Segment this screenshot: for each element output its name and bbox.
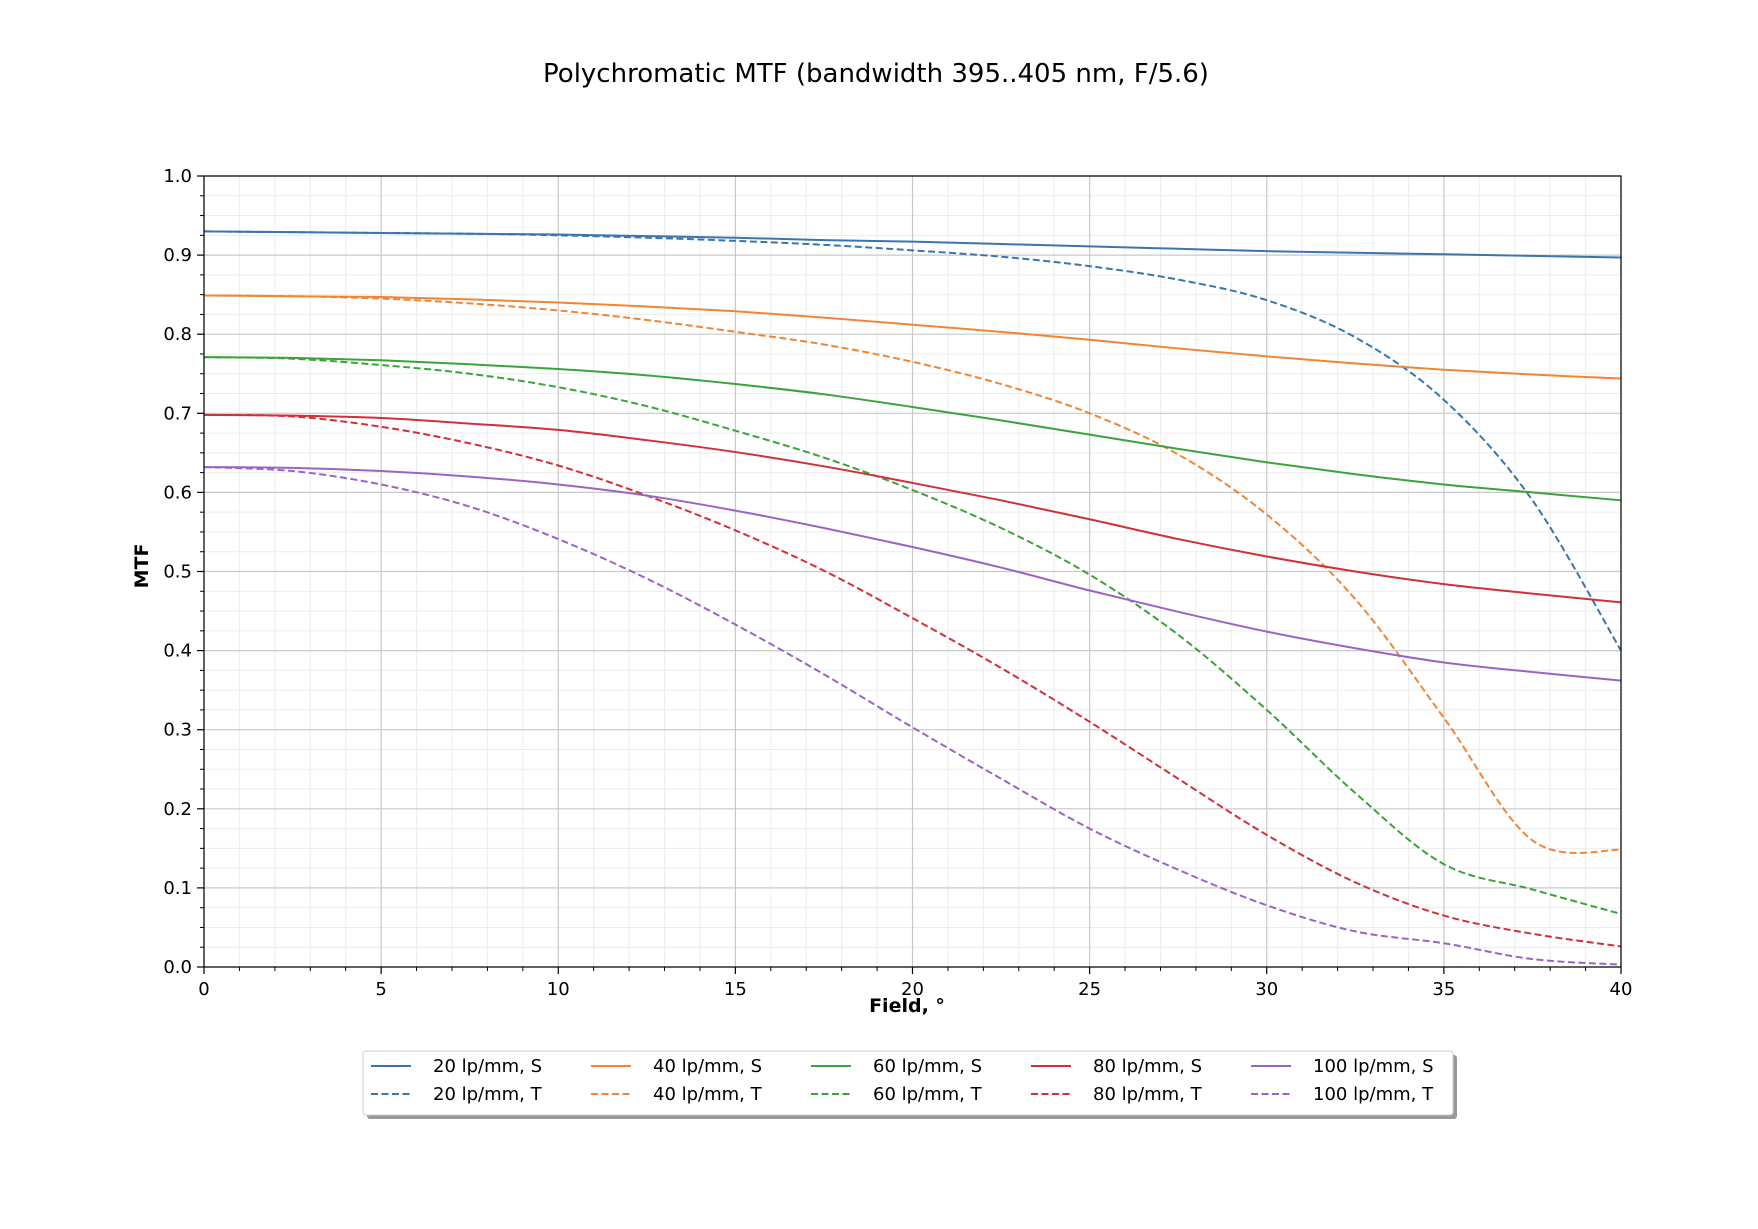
y-tick-label: 1.0: [163, 166, 192, 187]
x-tick-label: 40: [1610, 979, 1633, 1000]
x-tick-label: 30: [1255, 979, 1278, 1000]
series-line-1: [203, 230, 1622, 259]
y-tick-label: 0.9: [163, 245, 192, 266]
series-line-10: [203, 466, 1622, 966]
y-tick-label: 0.6: [163, 482, 192, 503]
x-tick-label: 5: [375, 979, 386, 1000]
y-tick-label: 0.0: [163, 957, 192, 978]
x-tick-label: 35: [1432, 979, 1455, 1000]
y-tick-label: 0.8: [163, 324, 192, 345]
legend-label-10: 100 lp/mm, T: [1313, 1084, 1434, 1105]
axis-ticks: 0 5 10 15 20 25 30 35 40 0.0 0.1 0.2 0.3 0.4 0.5 0.6 0.7…: [163, 166, 1632, 1000]
series-line-2: [203, 230, 1622, 652]
legend-label-3: 40 lp/mm, S: [653, 1056, 762, 1077]
series-line-5: [203, 356, 1622, 502]
x-tick-label: 0: [198, 979, 209, 1000]
legend-label-5: 60 lp/mm, S: [873, 1056, 982, 1077]
series-line-9: [203, 466, 1622, 682]
y-tick-label: 0.5: [163, 562, 192, 583]
x-axis-label: Field, °: [869, 995, 945, 1017]
series-line-7: [203, 413, 1622, 604]
series-layer: [203, 230, 1622, 966]
chart-title: Polychromatic MTF (bandwidth 395..405 nm…: [543, 59, 1209, 89]
x-tick-label: 20: [901, 979, 924, 1000]
y-axis-label: MTF: [131, 544, 153, 589]
x-tick-label: 15: [724, 979, 747, 1000]
legend-label-9: 100 lp/mm, S: [1313, 1056, 1434, 1077]
legend-box: [362, 1050, 1454, 1116]
y-tick-label: 0.7: [163, 403, 192, 424]
legend-label-2: 20 lp/mm, T: [433, 1084, 543, 1105]
legend-label-1: 20 lp/mm, S: [433, 1056, 542, 1077]
series-line-4: [203, 294, 1622, 854]
y-tick-label: 0.3: [163, 720, 192, 741]
legend-label-4: 40 lp/mm, T: [653, 1084, 763, 1105]
y-tick-label: 0.4: [163, 641, 192, 662]
legend-label-6: 60 lp/mm, T: [873, 1084, 983, 1105]
x-tick-label: 10: [547, 979, 570, 1000]
series-line-3: [203, 294, 1622, 380]
y-tick-label: 0.2: [163, 799, 192, 820]
legend-label-7: 80 lp/mm, S: [1093, 1056, 1202, 1077]
legend: 20 lp/mm, S 20 lp/mm, T 40 lp/mm, S 40 lp/m…: [362, 1050, 1457, 1119]
legend-label-8: 80 lp/mm, T: [1093, 1084, 1203, 1105]
y-tick-label: 0.1: [163, 878, 192, 899]
x-tick-label: 25: [1078, 979, 1101, 1000]
